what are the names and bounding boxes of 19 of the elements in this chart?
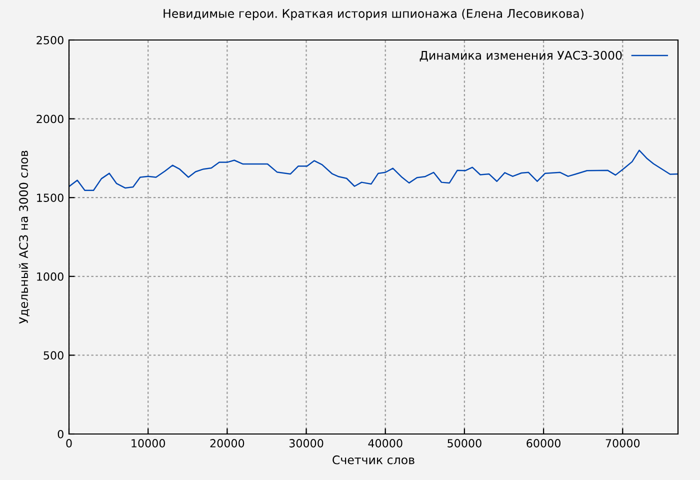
y-tick-label: 2500 — [36, 36, 64, 44]
y-tick-label: 500 — [44, 351, 64, 360]
chart-title: Невидимые герои. Краткая история шпионажа (Елена Лесовикова) — [164, 8, 584, 20]
x-tick-label: 60000 — [526, 439, 560, 448]
x-tick-label: 50000 — [448, 439, 482, 448]
y-tick-label: 0 — [58, 430, 64, 438]
x-axis-title: Счетчик слов — [332, 455, 414, 464]
y-tick-label: 1500 — [37, 194, 64, 202]
x-tick-label: 30000 — [289, 439, 324, 448]
x-tick-label: 70000 — [606, 439, 640, 448]
x-tick-label: 40000 — [368, 439, 402, 448]
line-series — [69, 150, 678, 191]
y-axis-title: Удельный АСЗ на 3000 слов — [18, 150, 30, 324]
y-tick-label: 2000 — [36, 114, 64, 124]
y-tick-label: 1000 — [37, 272, 64, 281]
x-tick-label: 10000 — [132, 439, 166, 448]
x-tick-label: 0 — [66, 439, 72, 448]
legend-label: Динамика изменения УАСЗ-3000 — [420, 50, 622, 62]
x-tick-label: 20000 — [210, 439, 244, 448]
